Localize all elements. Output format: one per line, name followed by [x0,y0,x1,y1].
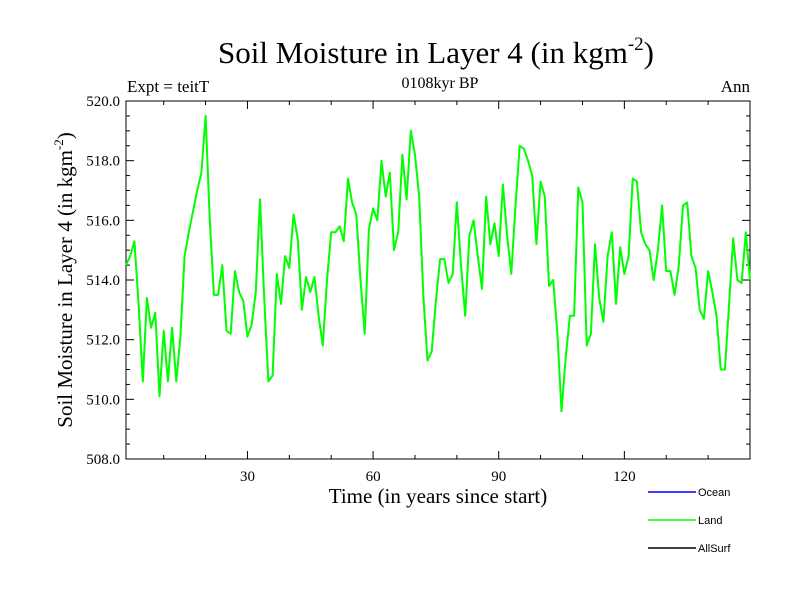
legend: Ocean Land AllSurf [648,487,731,555]
legend-label-ocean: Ocean [698,487,730,499]
y-tick-label: 512.0 [86,333,120,349]
x-axis-label: Time (in years since start) [329,484,548,508]
y-tick-label: 514.0 [86,273,120,289]
season-label: Ann [721,77,751,96]
chart-title-end: ) [644,35,654,70]
series-layer [125,114,751,413]
legend-label-allsurf: AllSurf [698,543,731,555]
y-axis-label-end: ) [53,132,77,139]
legend-label-land: Land [698,515,722,527]
y-tick-label: 520.0 [86,94,120,110]
y-axis-label-text: Soil Moisture in Layer 4 (in kgm [53,150,77,428]
x-tick-label: 30 [240,469,255,485]
x-tick-label: 60 [366,469,381,485]
axis-ticks [126,100,751,460]
y-axis-label: Soil Moisture in Layer 4 (in kgm-2) [51,132,77,427]
y-tick-label: 516.0 [86,213,120,229]
chart-title-text: Soil Moisture in Layer 4 (in kgm [218,35,628,70]
y-tick-label: 518.0 [86,154,120,170]
x-tick-label: 90 [491,469,506,485]
y-tick-labels: 508.0 510.0 512.0 514.0 516.0 518.0 520.0 [86,94,120,468]
series-line-land [125,114,751,413]
experiment-label: Expt = teitT [127,77,210,96]
chart-title: Soil Moisture in Layer 4 (in kgm-2) [218,34,654,70]
x-tick-label: 120 [613,469,636,485]
chart-title-sup: -2 [628,34,644,55]
chart-subtitle: 0108kyr BP [402,75,479,92]
y-tick-label: 510.0 [86,392,120,408]
y-tick-label: 508.0 [86,452,120,468]
y-axis-label-sup: -2 [51,139,66,150]
x-tick-labels: 30 60 90 120 [240,469,636,485]
